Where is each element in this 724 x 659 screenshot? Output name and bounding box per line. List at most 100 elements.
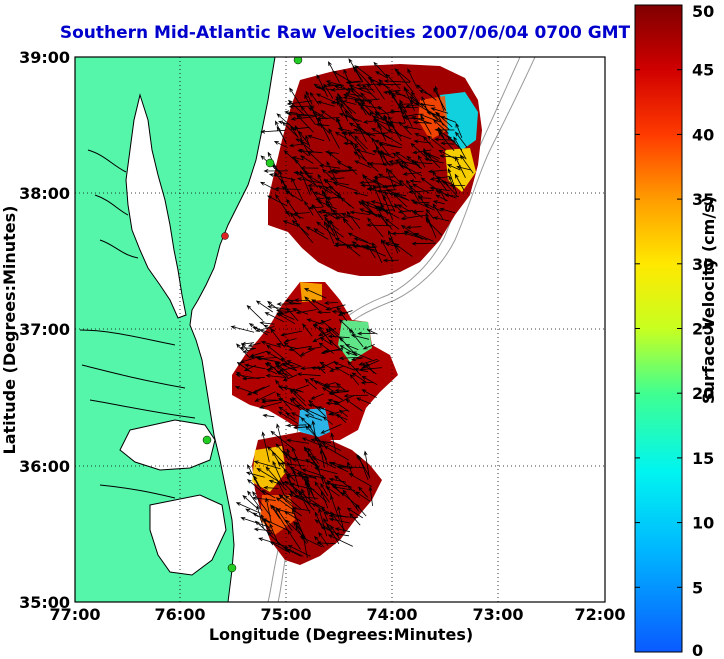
velocity-arrow	[292, 508, 303, 532]
velocity-arrow	[374, 110, 399, 116]
colorbar-tick-label: 25	[692, 320, 714, 339]
y-tick-label: 37:00	[19, 320, 70, 339]
velocity-arrow	[354, 135, 368, 150]
plot-frame	[74, 56, 606, 603]
velocity-arrow	[402, 172, 422, 176]
velocity-arrow	[261, 490, 276, 499]
velocity-arrow	[247, 490, 263, 512]
velocity-arrow	[362, 344, 375, 350]
velocity-arrow	[278, 406, 289, 414]
colorbar-tick-label: 0	[692, 641, 703, 659]
velocity-arrow	[284, 338, 297, 343]
velocity-arrow	[306, 318, 323, 325]
velocity-arrow	[373, 118, 388, 131]
velocity-arrow	[336, 117, 349, 143]
colorbar-tick-label: 10	[692, 514, 714, 533]
velocity-arrow	[319, 449, 325, 468]
velocity-arrow	[348, 84, 372, 95]
colorbar-tick-label: 35	[692, 190, 714, 209]
station-marker	[202, 435, 212, 445]
velocity-arrow	[253, 460, 281, 470]
velocity-arrow	[405, 103, 420, 108]
velocity-arrow	[242, 495, 259, 510]
velocity-arrow	[432, 216, 450, 222]
land-mass	[75, 57, 276, 602]
velocity-arrow	[414, 133, 427, 139]
velocity-arrow	[328, 517, 350, 524]
velocity-arrow	[453, 136, 467, 160]
velocity-arrow	[413, 160, 433, 165]
velocity-arrow	[448, 175, 455, 190]
velocity-arrow	[265, 373, 286, 378]
velocity-arrow	[337, 100, 349, 122]
velocity-arrow	[325, 80, 342, 86]
velocity-arrow	[304, 94, 315, 113]
velocity-arrow	[266, 344, 285, 360]
velocity-arrow	[349, 373, 360, 386]
velocity-arrow	[333, 182, 358, 192]
velocity-arrow	[267, 195, 288, 207]
velocity-arrow	[311, 503, 331, 514]
velocity-arrow	[319, 123, 331, 134]
velocity-arrow	[307, 175, 323, 184]
velocity-arrow	[342, 218, 354, 231]
velocity-arrow	[281, 481, 296, 496]
velocity-arrow	[319, 361, 335, 371]
velocity-patch-warm	[300, 282, 322, 302]
velocity-arrow	[275, 120, 287, 145]
velocity-arrow	[425, 212, 437, 238]
velocity-arrow	[328, 128, 340, 149]
velocity-arrow	[316, 221, 336, 238]
velocity-arrow	[366, 329, 378, 335]
velocity-arrow	[376, 144, 385, 166]
velocity-arrow	[317, 185, 332, 194]
velocity-arrow	[332, 209, 349, 223]
velocity-arrow	[345, 351, 358, 357]
velocity-arrow	[330, 219, 340, 241]
velocity-arrow	[380, 132, 403, 146]
velocity-arrow	[286, 423, 307, 428]
velocity-arrow	[420, 102, 439, 121]
velocity-arrow	[297, 149, 323, 154]
velocity-arrow	[284, 298, 298, 303]
velocity-arrow	[264, 363, 277, 370]
velocity-arrow	[304, 480, 311, 502]
velocity-arrow	[263, 169, 289, 173]
velocity-arrow	[277, 398, 299, 408]
velocity-arrow	[304, 414, 323, 421]
velocity-patch-cool	[338, 320, 372, 362]
velocity-arrow	[355, 148, 376, 156]
velocity-arrow	[230, 325, 255, 333]
velocity-arrow	[314, 511, 323, 530]
colorbar-tick-label: 30	[692, 255, 714, 274]
velocity-arrow	[254, 391, 276, 402]
x-tick-label: 75:00	[261, 605, 312, 624]
velocity-arrow	[284, 211, 304, 219]
velocity-arrow	[275, 379, 284, 391]
velocity-arrow	[295, 525, 307, 545]
velocity-arrow	[313, 228, 325, 235]
velocity-arrow	[439, 188, 447, 202]
velocity-arrow	[259, 181, 279, 192]
velocity-arrow	[361, 375, 378, 386]
velocity-arrow	[318, 531, 329, 547]
velocity-arrow	[304, 408, 325, 419]
velocity-arrow	[371, 128, 391, 140]
velocity-arrow	[373, 184, 384, 209]
velocity-arrow	[252, 496, 276, 501]
velocity-arrow	[360, 101, 379, 118]
velocity-arrow	[329, 176, 345, 181]
velocity-arrow	[282, 386, 304, 393]
velocity-arrow	[317, 327, 337, 337]
velocity-arrow	[262, 413, 275, 418]
velocity-arrow	[410, 91, 419, 102]
velocity-arrow	[362, 173, 373, 190]
velocity-arrow	[332, 170, 352, 174]
velocity-patch-cool	[440, 92, 478, 150]
velocity-arrow	[315, 84, 341, 90]
velocity-arrow	[388, 237, 401, 252]
velocity-arrow	[245, 508, 259, 518]
velocity-arrow	[360, 183, 381, 188]
velocity-arrow	[358, 486, 368, 498]
